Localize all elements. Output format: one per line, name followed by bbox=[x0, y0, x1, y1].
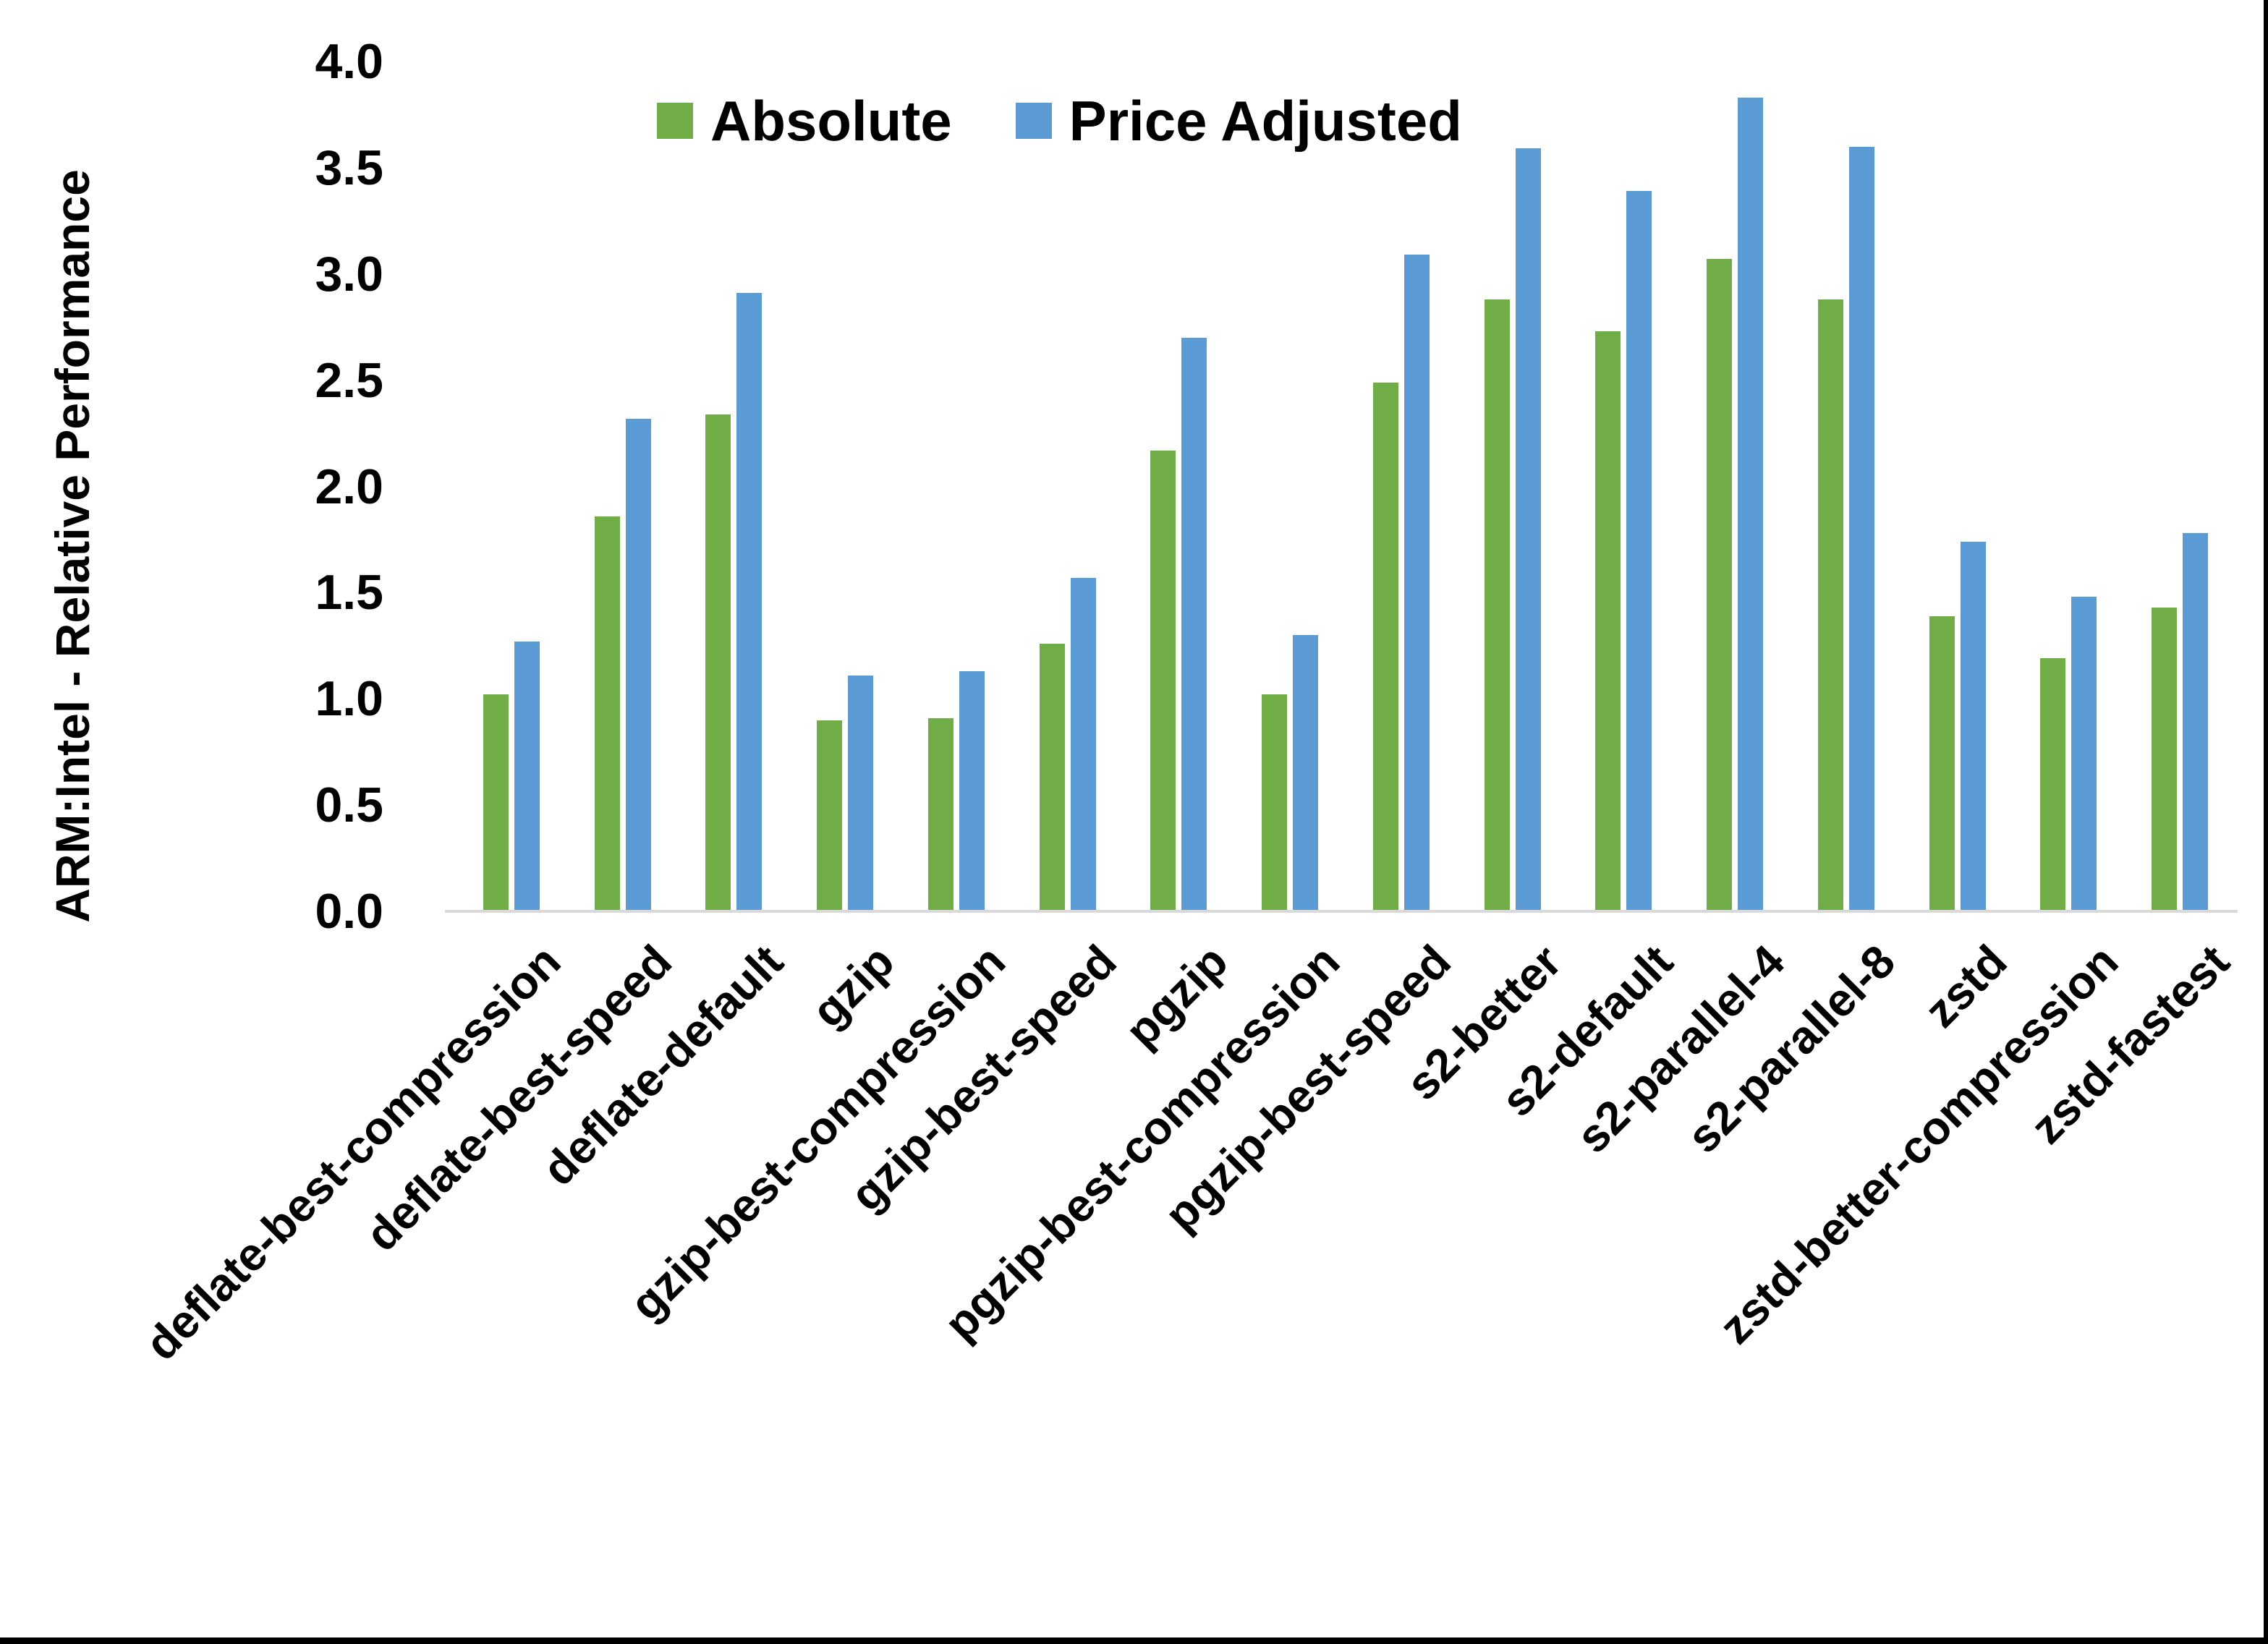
bar-price-adjusted-pgzip-best-speed bbox=[1403, 255, 1430, 911]
bar-group-gzip bbox=[789, 61, 901, 911]
x-axis-line bbox=[445, 910, 2238, 913]
y-tick-label: 0.0 bbox=[315, 884, 383, 939]
y-axis-title: ARM:Intel - Relative Performance bbox=[46, 169, 99, 923]
bar-absolute-zstd-better-compression bbox=[2040, 658, 2066, 911]
chart-legend: Absolute Price Adjusted bbox=[657, 93, 1462, 149]
plot-area bbox=[456, 61, 2235, 911]
bar-price-adjusted-pgzip bbox=[1181, 337, 1207, 911]
bar-absolute-gzip-best-compression bbox=[927, 717, 954, 911]
legend-item-price-adjusted: Price Adjusted bbox=[1015, 89, 1462, 153]
bar-group-pgzip-best-compression bbox=[1234, 61, 1346, 911]
bar-price-adjusted-s2-better bbox=[1515, 148, 1541, 911]
bar-group-zstd-better-compression bbox=[2013, 61, 2125, 911]
bar-absolute-s2-parallel-4 bbox=[1707, 259, 1733, 911]
bar-price-adjusted-pgzip-best-compression bbox=[1293, 635, 1319, 911]
bar-absolute-deflate-best-compression bbox=[483, 694, 509, 911]
bar-group-zstd bbox=[1902, 61, 2013, 911]
bar-absolute-deflate-default bbox=[705, 414, 731, 911]
bar-groups bbox=[456, 61, 2235, 911]
bar-price-adjusted-zstd-better-compression bbox=[2071, 597, 2097, 911]
bar-absolute-zstd bbox=[1929, 616, 1955, 911]
bar-group-pgzip bbox=[1124, 61, 1235, 911]
y-tick-label: 2.5 bbox=[315, 352, 383, 408]
bar-absolute-pgzip-best-speed bbox=[1372, 382, 1398, 911]
page-border-bottom bbox=[0, 1637, 2268, 1644]
bar-price-adjusted-zstd-fastest bbox=[2183, 533, 2209, 911]
y-tick-label: 3.0 bbox=[315, 246, 383, 302]
bar-price-adjusted-deflate-default bbox=[736, 293, 763, 911]
y-tick-label: 1.5 bbox=[315, 565, 383, 621]
bar-absolute-deflate-best-speed bbox=[594, 516, 620, 911]
x-category-label-deflate-best-compression: deflate-best-compression bbox=[135, 934, 571, 1371]
legend-swatch-icon bbox=[657, 103, 693, 139]
bar-absolute-s2-better bbox=[1484, 299, 1510, 911]
legend-item-absolute: Absolute bbox=[657, 93, 952, 149]
bar-absolute-gzip bbox=[817, 720, 843, 911]
legend-label: Price Adjusted bbox=[1069, 89, 1462, 153]
bar-price-adjusted-gzip-best-speed bbox=[1070, 577, 1096, 911]
bar-price-adjusted-gzip bbox=[848, 675, 874, 911]
bar-group-s2-parallel-8 bbox=[1791, 61, 1902, 911]
bar-price-adjusted-deflate-best-compression bbox=[514, 641, 540, 911]
bar-group-deflate-best-speed bbox=[567, 61, 679, 911]
bar-absolute-s2-parallel-8 bbox=[1817, 299, 1843, 911]
bar-absolute-s2-default bbox=[1595, 331, 1621, 911]
bar-group-s2-better bbox=[1457, 61, 1568, 911]
y-tick-label: 0.5 bbox=[315, 778, 383, 833]
legend-label: Absolute bbox=[710, 89, 952, 153]
y-tick-label: 2.0 bbox=[315, 459, 383, 514]
bar-group-s2-default bbox=[1568, 61, 1680, 911]
y-tick-label: 3.5 bbox=[315, 140, 383, 195]
bar-absolute-pgzip bbox=[1150, 450, 1176, 911]
bar-price-adjusted-s2-default bbox=[1626, 191, 1652, 911]
page-border-right bbox=[2264, 0, 2268, 1644]
bar-group-s2-parallel-4 bbox=[1679, 61, 1791, 911]
y-tick-label: 4.0 bbox=[315, 34, 383, 89]
bar-absolute-pgzip-best-compression bbox=[1262, 694, 1288, 911]
bar-group-pgzip-best-speed bbox=[1346, 61, 1457, 911]
bar-price-adjusted-deflate-best-speed bbox=[625, 418, 651, 911]
bar-group-zstd-fastest bbox=[2124, 61, 2235, 911]
bar-group-deflate-best-compression bbox=[456, 61, 567, 911]
bar-price-adjusted-s2-parallel-8 bbox=[1848, 146, 1874, 911]
bar-group-gzip-best-compression bbox=[901, 61, 1012, 911]
bar-absolute-gzip-best-speed bbox=[1039, 643, 1065, 911]
legend-swatch-icon bbox=[1015, 103, 1052, 139]
bar-price-adjusted-gzip-best-compression bbox=[959, 671, 985, 911]
bar-group-gzip-best-speed bbox=[1012, 61, 1124, 911]
y-tick-label: 1.0 bbox=[315, 671, 383, 727]
bar-price-adjusted-s2-parallel-4 bbox=[1738, 97, 1764, 911]
bar-price-adjusted-zstd bbox=[1960, 541, 1986, 911]
bar-group-deflate-default bbox=[679, 61, 790, 911]
bar-absolute-zstd-fastest bbox=[2152, 607, 2178, 911]
